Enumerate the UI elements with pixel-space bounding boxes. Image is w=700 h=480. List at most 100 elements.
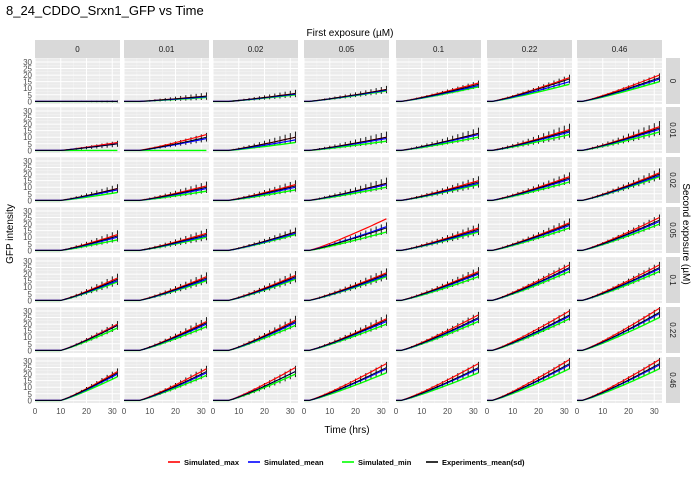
panel-r4-c1 [123,257,209,303]
y-tick-label: 5 [28,140,33,149]
series-experiments-mean [213,276,296,301]
y-tick-label: 10 [23,183,32,192]
panel-background [304,207,389,253]
row-strip-label: 0.05 [668,222,677,238]
legend-label: Simulated_mean [264,458,324,467]
series-experiments-mean [35,235,118,251]
x-tick-label: 0 [33,407,38,416]
row-strip-label: 0.22 [668,322,677,338]
panel-r0-c1 [123,58,209,104]
x-tick-label: 20 [443,407,452,416]
row-strip-label: 0.1 [668,274,677,286]
col-strip-label: 0.05 [339,45,355,54]
panel-r0-c5 [486,58,572,104]
panel-background [577,207,662,253]
row-strip-4 [666,257,680,303]
series-experiments-mean [577,363,660,401]
panel-background [396,257,481,303]
y-tick-label: 30 [23,157,32,166]
y-tick-label: 15 [23,127,32,136]
panel-r2-c5 [486,157,572,203]
y-tick-label: 30 [23,357,32,366]
series-experiments-mean [213,185,296,201]
y-tick-label: 25 [23,364,32,373]
y-tick-label: 10 [23,233,32,242]
series-experiments-mean [396,228,479,251]
series-experiments-mean [304,319,387,351]
y-tick-label: 20 [23,270,32,279]
col-strip-6 [577,40,662,58]
panel-r4-c0 [34,257,120,303]
panel-background [577,257,662,303]
y-tick-label: 0 [28,146,33,155]
row-strip-6 [666,357,680,403]
panel-background [396,307,481,353]
panel-r5-c4 [395,307,481,353]
panel-r1-c3 [303,107,389,153]
y-tick-label: 0 [28,97,33,106]
y-tick-label: 10 [23,333,32,342]
panel-background [124,58,209,104]
x-tick-label: 20 [82,407,91,416]
panel-r1-c1 [123,107,209,153]
x-tick-label: 20 [351,407,360,416]
series-experiments-mean [35,278,118,301]
series-experiments-mean [304,89,387,102]
x-tick-label: 10 [56,407,65,416]
series-experiments-mean [124,95,207,102]
y-tick-label: 30 [23,58,32,67]
panel-background [487,257,572,303]
panel-background [396,157,481,203]
x-tick-label: 10 [325,407,334,416]
panel-background [396,58,481,104]
series-experiments-mean [124,322,207,351]
row-strip-label: 0.01 [668,122,677,138]
panel-background [304,357,389,403]
x-tick-label: 30 [560,407,569,416]
series-experiments-mean [396,367,479,401]
panel-r2-c6 [576,157,662,203]
panel-background [487,58,572,104]
panel-background [577,58,662,104]
series-experiments-mean [577,267,660,301]
panel-r6-c3 [303,357,389,403]
series-experiments-mean [124,186,207,201]
y-axis-title: GFP intensity [5,204,16,264]
panel-r1-c2 [212,107,298,153]
y-tick-label: 10 [23,133,32,142]
panel-r2-c1 [123,157,209,203]
chart-title: 8_24_CDDO_Srxn1_GFP vs Time [6,3,204,18]
y-tick-label: 0 [28,346,33,355]
x-tick-label: 30 [108,407,117,416]
series-experiments-mean [124,277,207,301]
series-experiments-mean [396,181,479,201]
y-tick-label: 20 [23,370,32,379]
row-strip-1 [666,107,680,153]
panel-background [577,107,662,153]
col-strip-label: 0 [75,45,80,54]
x-tick-label: 20 [260,407,269,416]
y-tick-label: 20 [23,170,32,179]
legend-label: Simulated_min [358,458,412,467]
x-tick-label: 20 [534,407,543,416]
legend-label: Simulated_max [184,458,240,467]
row-strip-0 [666,58,680,104]
y-tick-label: 30 [23,107,32,116]
panel-background [487,307,572,353]
panel-r3-c5 [486,207,572,253]
series-experiments-mean [213,231,296,251]
series-experiments-mean [124,371,207,401]
y-tick-label: 15 [23,78,32,87]
x-axis-title: Time (hrs) [324,425,369,436]
x-tick-label: 0 [485,407,490,416]
panel-background [396,207,481,253]
panel-r0-c4 [395,58,481,104]
series-experiments-mean [35,324,118,351]
x-tick-label: 0 [302,407,307,416]
series-experiments-mean [304,182,387,201]
panel-r6-c2 [212,357,298,403]
series-experiments-mean [487,78,570,102]
y-tick-label: 30 [23,257,32,266]
series-experiments-mean [487,130,570,151]
